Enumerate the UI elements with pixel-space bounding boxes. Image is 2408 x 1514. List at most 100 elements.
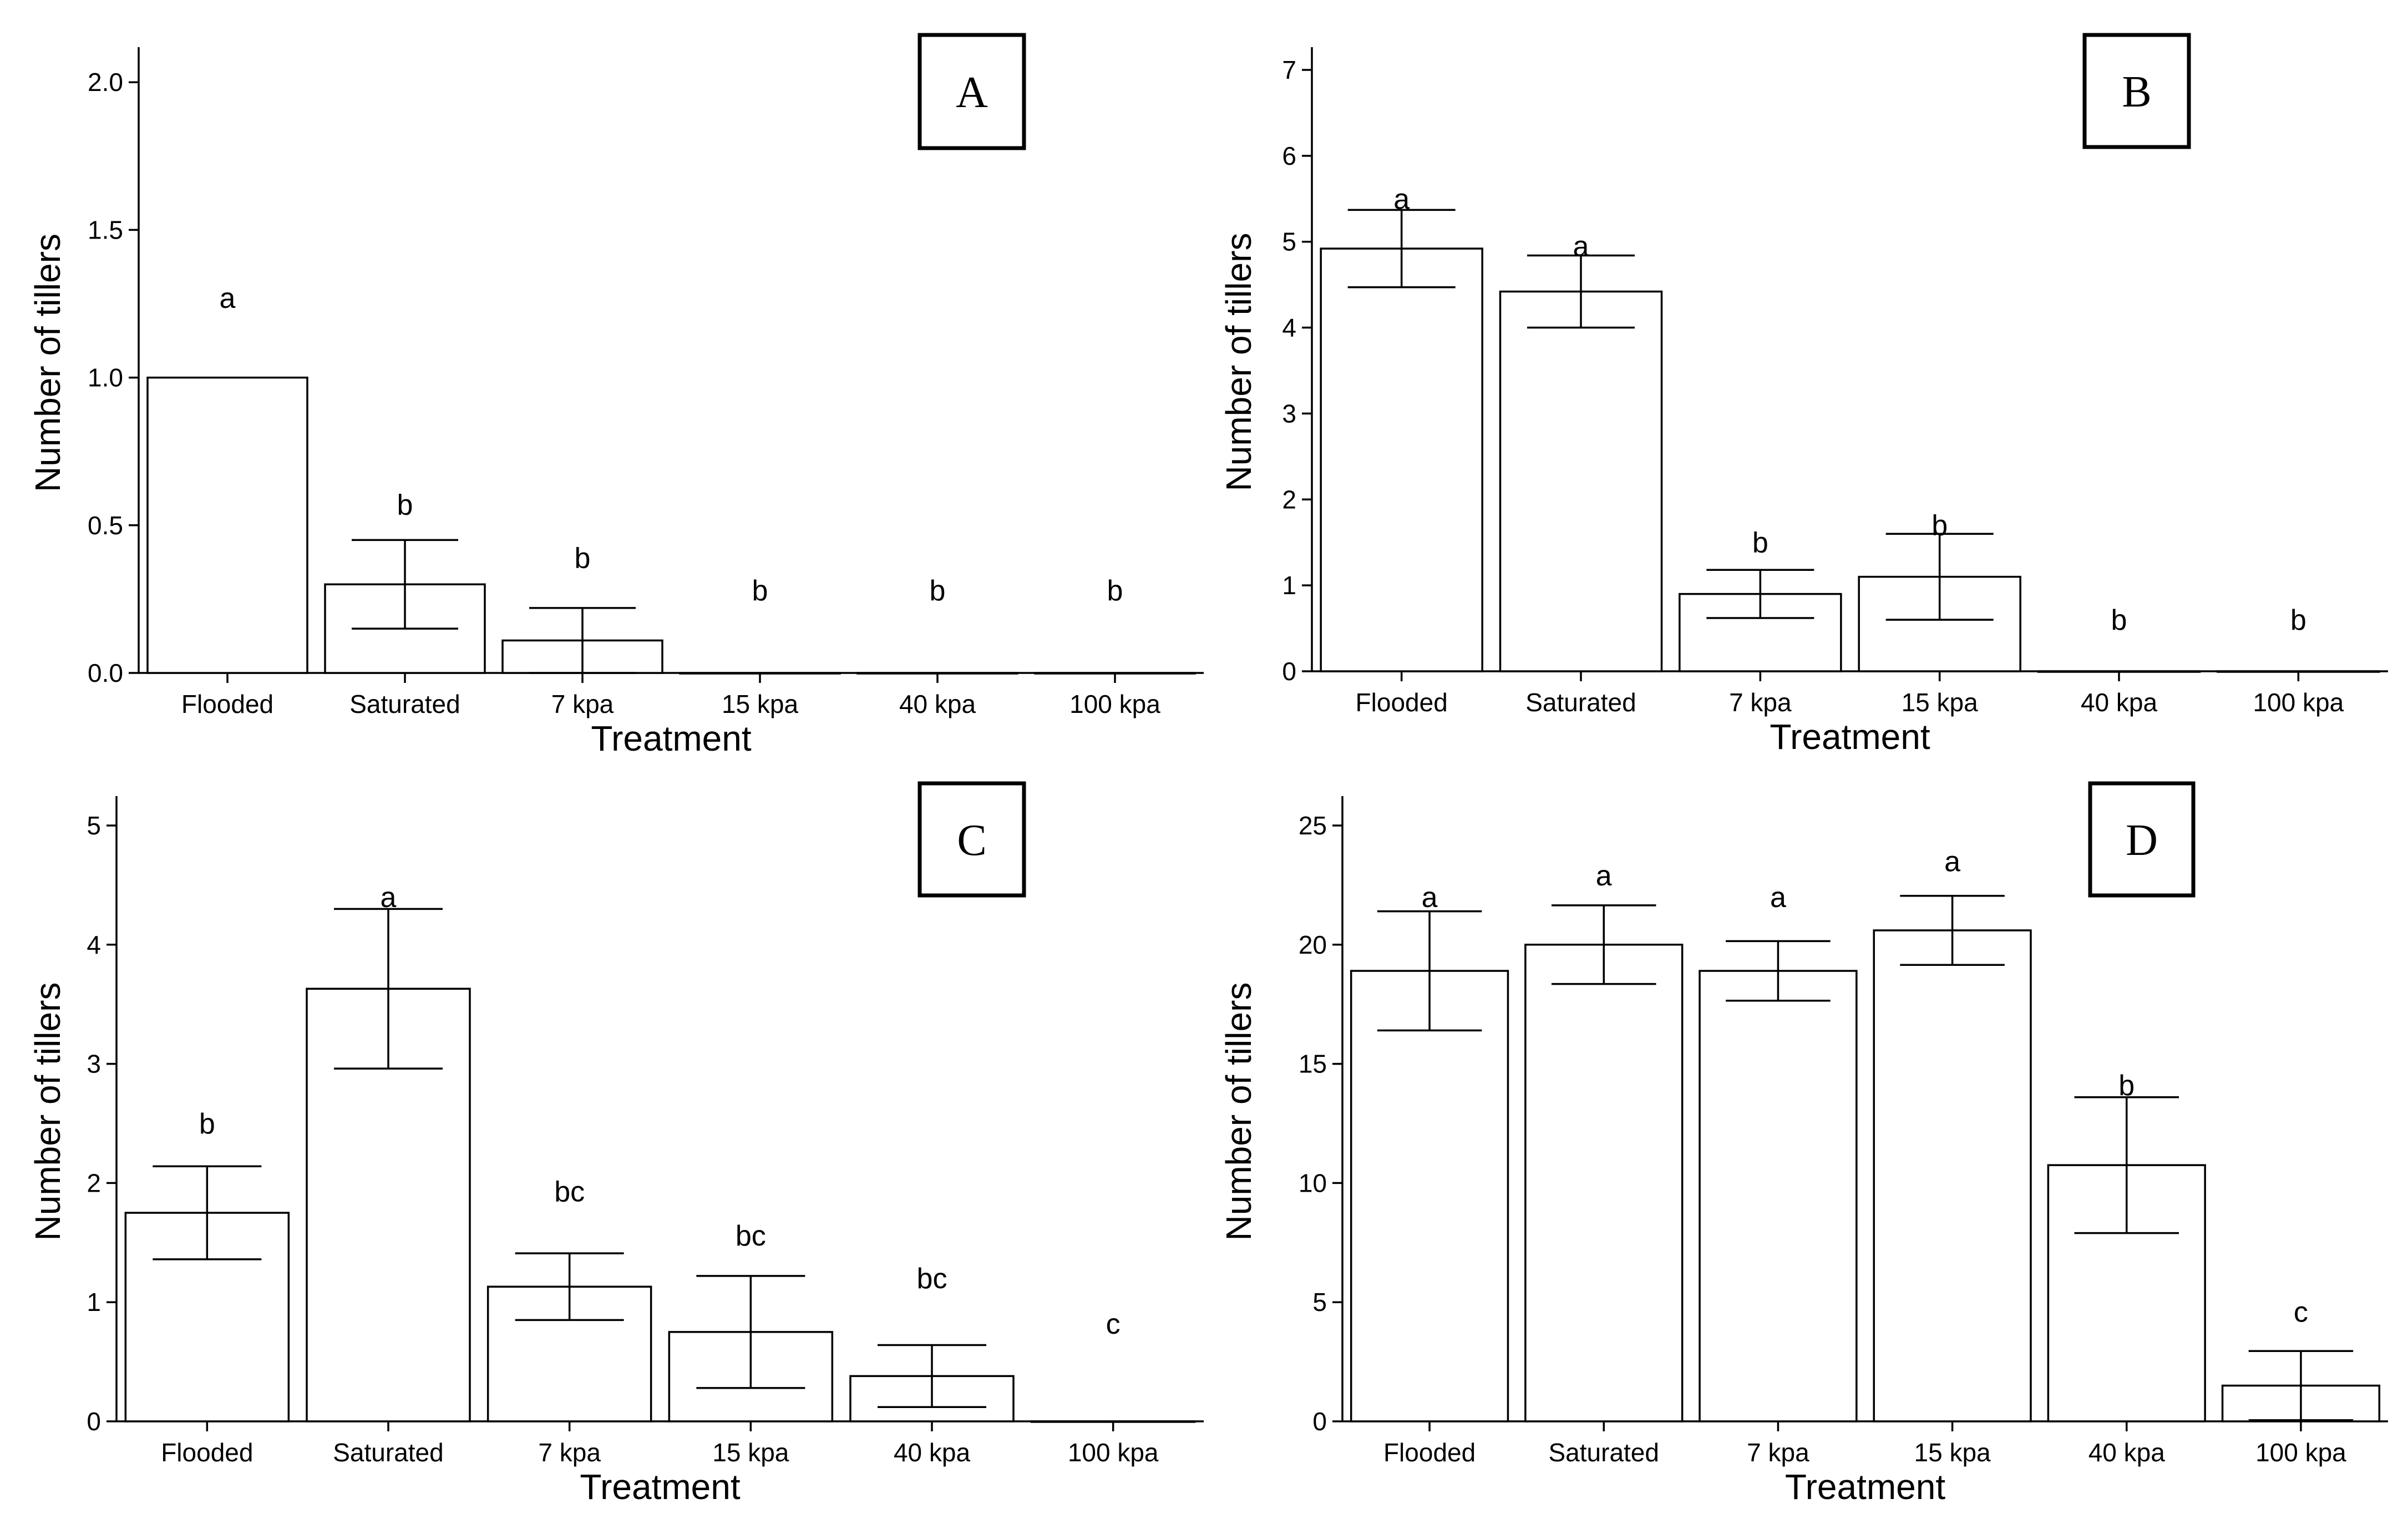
x-tick-label: Flooded [181, 690, 273, 718]
significance-letter: b [575, 542, 591, 574]
x-tick-label: 7 kpa [1729, 688, 1792, 717]
significance-letter: bc [554, 1176, 585, 1208]
y-tick-label: 0 [1282, 657, 1296, 686]
panel-c: 0 1 2 3 4 5 Flooded b Saturated a 7 kpa bc 15 kpa bc 4… [28, 781, 1204, 1507]
significance-letter: b [199, 1108, 215, 1140]
y-tick-label: 20 [1299, 930, 1327, 959]
panel-b: 0 1 2 3 4 5 6 7 Flooded a Saturated a 7 kpa b 15 kpa b 4… [1219, 33, 2388, 757]
x-tick-label: Saturated [1525, 688, 1636, 717]
x-tick-label: Saturated [1549, 1438, 1659, 1467]
significance-letter: a [1573, 230, 1589, 262]
y-axis-title: Number of tillers [1219, 233, 1259, 492]
bar [1699, 970, 1858, 1422]
x-axis-title: Treatment [1785, 1467, 1946, 1507]
bar [1499, 290, 1663, 672]
x-tick-label: 40 kpa [2088, 1438, 2166, 1467]
significance-letter: b [1107, 575, 1123, 607]
panel-label-box [2088, 781, 2196, 898]
y-tick-label: 0 [87, 1407, 101, 1436]
panel-label: B [2122, 68, 2151, 117]
significance-letter: c [2294, 1296, 2308, 1328]
y-tick-label: 5 [1312, 1288, 1327, 1316]
panel-a: 0.0 0.5 1.0 1.5 2.0 Flooded a Saturated b 7 kpa b 1… [28, 33, 1204, 758]
y-tick-label: 2.0 [88, 68, 123, 97]
y-tick-label: 5 [87, 811, 101, 840]
y-tick-label: 7 [1282, 55, 1296, 84]
panel-label-box [2082, 33, 2191, 149]
y-tick-label: 1 [1282, 571, 1296, 600]
x-tick-label: 100 kpa [1068, 1438, 1159, 1467]
x-tick-label: Flooded [1356, 688, 1448, 717]
y-tick-label: 0 [1312, 1407, 1327, 1436]
panel-label-box [917, 781, 1026, 898]
panel-label: A [956, 68, 988, 117]
x-tick-label: 15 kpa [1902, 688, 1979, 717]
panel-label: D [2126, 816, 2158, 865]
significance-letter: a [1770, 882, 1786, 914]
y-tick-label: 6 [1282, 141, 1296, 170]
bar [146, 376, 308, 674]
significance-letter: b [1752, 527, 1768, 559]
y-tick-label: 4 [87, 930, 101, 959]
panel-label: C [957, 816, 986, 865]
x-tick-label: 7 kpa [1747, 1438, 1809, 1467]
bar [1350, 970, 1509, 1422]
y-tick-label: 0.0 [88, 659, 123, 687]
y-tick-label: 1.5 [88, 215, 123, 244]
panel-d: 0 5 10 15 20 25 Flooded a Saturated a 7 kpa a 15 kpa… [1219, 781, 2388, 1507]
x-tick-label: 100 kpa [1069, 690, 1160, 718]
y-tick-label: 5 [1282, 227, 1296, 256]
significance-letter: b [397, 489, 413, 521]
y-tick-label: 0.5 [88, 511, 123, 540]
significance-letter: bc [917, 1263, 947, 1295]
y-axis-title: Number of tillers [28, 234, 68, 492]
significance-letter: b [2111, 604, 2127, 636]
x-tick-label: 40 kpa [899, 690, 976, 718]
x-tick-label: 15 kpa [712, 1438, 789, 1467]
significance-letter: a [1393, 183, 1410, 215]
bar [1320, 247, 1483, 672]
y-tick-label: 10 [1299, 1168, 1327, 1197]
significance-letter: b [1932, 510, 1948, 542]
x-tick-label: Saturated [333, 1438, 443, 1467]
y-tick-label: 1.0 [88, 363, 123, 392]
bar [1524, 944, 1684, 1422]
bar [1873, 929, 2032, 1422]
y-tick-label: 1 [87, 1288, 101, 1316]
x-tick-label: 40 kpa [894, 1438, 971, 1467]
panel-label-box [917, 33, 1026, 150]
y-tick-label: 4 [1282, 313, 1296, 342]
significance-letter: a [1944, 845, 1960, 878]
y-tick-label: 2 [1282, 485, 1296, 514]
significance-letter: c [1106, 1308, 1121, 1340]
x-tick-label: Flooded [161, 1438, 253, 1467]
y-tick-label: 3 [87, 1050, 101, 1078]
y-tick-label: 2 [87, 1168, 101, 1197]
significance-letter: a [381, 882, 397, 914]
y-axis-title: Number of tillers [1219, 983, 1259, 1241]
significance-letter: bc [736, 1220, 766, 1252]
x-tick-label: Saturated [349, 690, 460, 718]
x-tick-label: 7 kpa [538, 1438, 601, 1467]
x-tick-label: 15 kpa [722, 690, 799, 718]
x-tick-label: 7 kpa [551, 690, 614, 718]
y-tick-label: 3 [1282, 399, 1296, 428]
x-tick-label: Flooded [1383, 1438, 1476, 1467]
significance-letter: b [2118, 1070, 2135, 1102]
y-tick-label: 15 [1299, 1050, 1327, 1078]
significance-letter: a [1422, 882, 1438, 914]
x-tick-label: 15 kpa [1914, 1438, 1991, 1467]
significance-letter: b [930, 575, 946, 607]
x-axis-title: Treatment [591, 718, 752, 758]
x-tick-label: 40 kpa [2081, 688, 2158, 717]
significance-letter: a [220, 282, 236, 315]
significance-letter: a [1596, 860, 1612, 892]
y-tick-label: 25 [1299, 811, 1327, 840]
x-tick-label: 100 kpa [2253, 688, 2344, 717]
x-axis-title: Treatment [1770, 717, 1930, 757]
x-axis-title: Treatment [580, 1467, 741, 1507]
x-tick-label: 100 kpa [2255, 1438, 2346, 1467]
significance-letter: b [2290, 604, 2306, 636]
y-axis-title: Number of tillers [28, 983, 68, 1241]
